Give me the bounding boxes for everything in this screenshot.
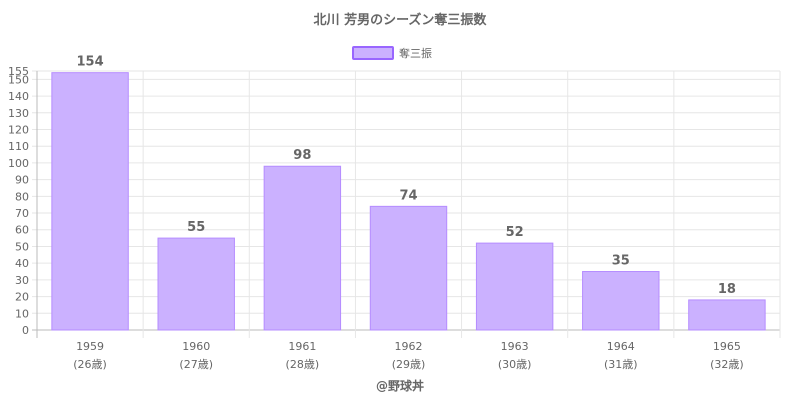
x-tick-label: 1960 xyxy=(182,340,210,353)
x-tick-label: 1961 xyxy=(288,340,316,353)
x-tick-label: 1963 xyxy=(501,340,529,353)
y-tick-label: 140 xyxy=(8,90,29,103)
y-tick-label: 30 xyxy=(15,274,29,287)
data-label: 18 xyxy=(718,282,736,297)
x-tick-label: 1959 xyxy=(76,340,104,353)
y-tick-label: 10 xyxy=(15,307,29,320)
data-label: 35 xyxy=(612,254,630,269)
y-tick-label: 150 xyxy=(8,73,29,86)
x-tick-label: 1962 xyxy=(395,340,423,353)
y-tick-label: 60 xyxy=(15,224,29,237)
x-axis: 1959 (26歳) 1960 (27歳) 1961 (28歳) 1962 (29歳) 1963… xyxy=(73,340,743,371)
data-label: 154 xyxy=(77,55,104,70)
bar[interactable] xyxy=(475,242,554,331)
data-labels: 154 55 98 74 52 35 18 xyxy=(77,55,736,297)
bar[interactable] xyxy=(369,205,448,331)
grid xyxy=(32,70,781,338)
x-tick-age-label: (31歳) xyxy=(604,358,638,371)
x-tick-age-label: (29歳) xyxy=(392,358,426,371)
y-tick-label: 80 xyxy=(15,190,29,203)
bar[interactable] xyxy=(157,237,235,331)
y-tick-label: 110 xyxy=(8,140,29,153)
x-tick-age-label: (30歳) xyxy=(498,358,532,371)
y-tick-label: 0 xyxy=(22,324,29,337)
y-tick-label: 155 xyxy=(8,65,29,78)
legend[interactable]: 奪三振 xyxy=(352,46,432,60)
data-label: 55 xyxy=(187,220,205,235)
x-tick-age-label: (28歳) xyxy=(286,358,320,371)
bar[interactable] xyxy=(582,271,660,331)
y-tick-label: 50 xyxy=(15,240,29,253)
bar[interactable] xyxy=(688,299,766,331)
legend-label: 奪三振 xyxy=(399,46,432,60)
bar[interactable] xyxy=(51,72,129,331)
data-label: 74 xyxy=(399,188,417,203)
legend-swatch xyxy=(352,46,394,60)
data-label: 52 xyxy=(506,225,524,240)
bars xyxy=(51,72,766,331)
y-tick-label: 130 xyxy=(8,107,29,120)
credit-text: @野球丼 xyxy=(376,378,424,393)
x-tick-label: 1965 xyxy=(713,340,741,353)
x-tick-label: 1964 xyxy=(607,340,635,353)
y-tick-label: 40 xyxy=(15,257,29,270)
x-tick-age-label: (26歳) xyxy=(73,358,107,371)
y-tick-label: 100 xyxy=(8,157,29,170)
data-label: 98 xyxy=(293,148,311,163)
x-tick-age-label: (32歳) xyxy=(710,358,744,371)
bar[interactable] xyxy=(263,165,342,331)
y-tick-label: 70 xyxy=(15,207,29,220)
y-tick-label: 90 xyxy=(15,174,29,187)
y-tick-label: 120 xyxy=(8,123,29,136)
y-tick-label: 20 xyxy=(15,291,29,304)
chart-title: 北川 芳男のシーズン奪三振数 xyxy=(314,12,488,28)
x-tick-age-label: (27歳) xyxy=(179,358,213,371)
